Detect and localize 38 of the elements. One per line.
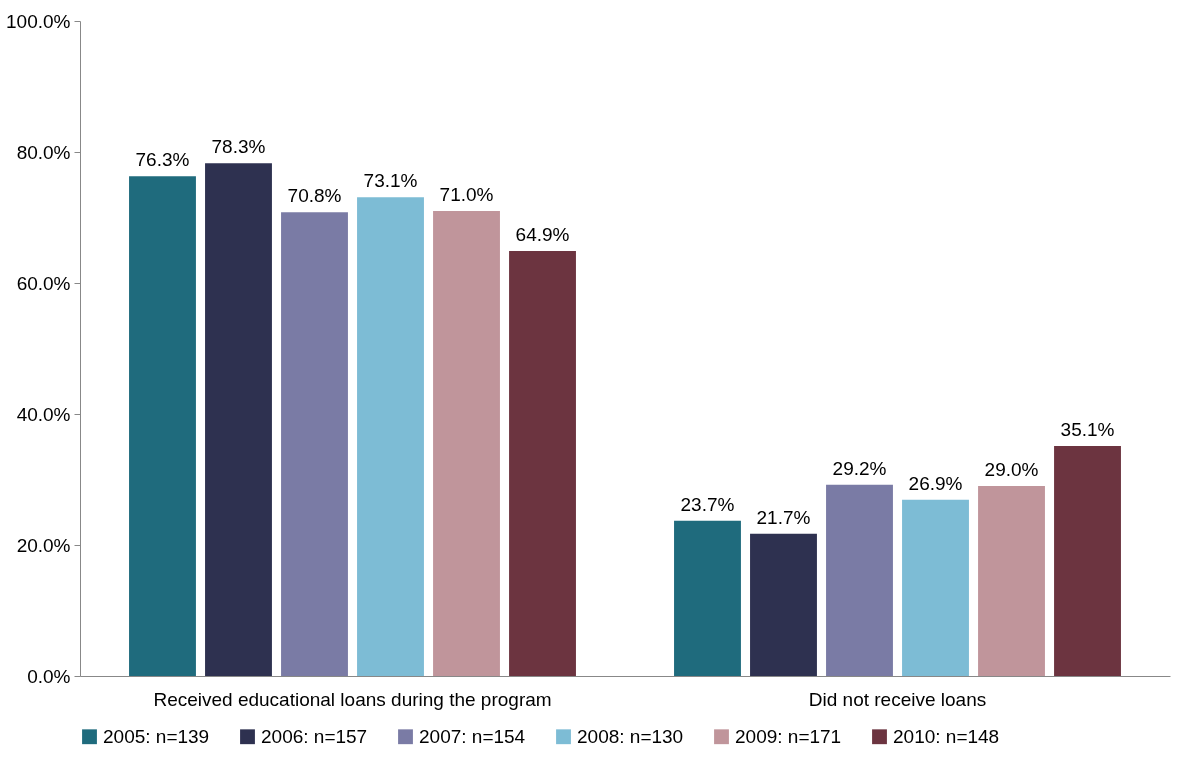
data-label: 35.1% bbox=[1060, 419, 1115, 441]
legend-label: 2007: n=154 bbox=[419, 725, 526, 747]
data-label: 73.1% bbox=[363, 170, 418, 192]
bar bbox=[1054, 446, 1121, 676]
y-tick-label: 60.0% bbox=[16, 272, 71, 294]
y-tick-label: 0.0% bbox=[27, 665, 71, 687]
bar bbox=[978, 486, 1045, 676]
data-label: 23.7% bbox=[680, 493, 735, 515]
y-tick-label: 100.0% bbox=[6, 10, 71, 32]
legend-label: 2008: n=130 bbox=[577, 725, 684, 747]
data-label: 70.8% bbox=[287, 185, 342, 207]
bar bbox=[826, 484, 893, 676]
bar bbox=[433, 210, 500, 676]
bar bbox=[357, 197, 424, 676]
data-label: 29.2% bbox=[832, 457, 887, 479]
x-tick-label: Received educational loans during the program bbox=[153, 688, 552, 710]
y-tick-label: 40.0% bbox=[16, 403, 71, 425]
data-label: 64.9% bbox=[515, 223, 570, 245]
legend-label: 2010: n=148 bbox=[893, 725, 1000, 747]
legend-label: 2009: n=171 bbox=[735, 725, 842, 747]
y-tick-label: 80.0% bbox=[16, 141, 71, 163]
data-label: 21.7% bbox=[756, 506, 811, 528]
bar bbox=[205, 163, 272, 676]
bar bbox=[509, 250, 576, 676]
data-label: 26.9% bbox=[908, 472, 963, 494]
bar bbox=[129, 176, 196, 676]
bar bbox=[281, 212, 348, 676]
legend-label: 2006: n=157 bbox=[261, 725, 368, 747]
bar bbox=[674, 520, 741, 676]
bar bbox=[902, 499, 969, 676]
data-label: 29.0% bbox=[984, 459, 1039, 481]
y-tick-label: 20.0% bbox=[16, 534, 71, 556]
legend-label: 2005: n=139 bbox=[103, 725, 210, 747]
x-tick-label: Did not receive loans bbox=[808, 688, 987, 710]
data-label: 78.3% bbox=[211, 136, 266, 158]
data-label: 71.0% bbox=[439, 183, 494, 205]
bar bbox=[750, 533, 817, 676]
data-label: 76.3% bbox=[135, 149, 190, 171]
